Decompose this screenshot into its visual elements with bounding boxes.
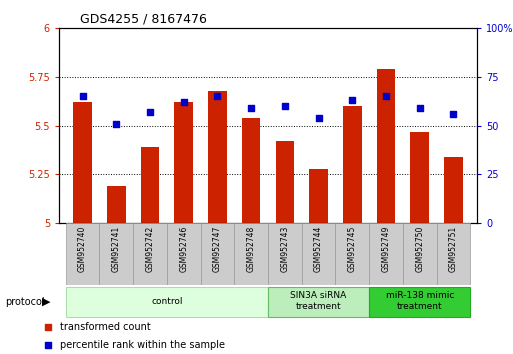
Bar xyxy=(343,106,362,223)
Point xyxy=(213,93,222,99)
Text: GSM952747: GSM952747 xyxy=(213,226,222,273)
Bar xyxy=(133,223,167,285)
Point xyxy=(247,105,255,111)
Point xyxy=(44,325,52,330)
Point xyxy=(348,97,357,103)
Bar xyxy=(309,169,328,223)
Text: GSM952744: GSM952744 xyxy=(314,226,323,273)
Bar xyxy=(141,147,160,223)
Bar xyxy=(268,287,369,317)
Text: SIN3A siRNA
treatment: SIN3A siRNA treatment xyxy=(290,291,347,311)
Point xyxy=(180,99,188,105)
Text: GSM952745: GSM952745 xyxy=(348,226,357,273)
Point xyxy=(112,121,121,127)
Text: percentile rank within the sample: percentile rank within the sample xyxy=(60,340,225,350)
Bar xyxy=(167,223,201,285)
Bar xyxy=(201,223,234,285)
Bar xyxy=(336,223,369,285)
Bar xyxy=(107,186,126,223)
Point xyxy=(78,93,87,99)
Text: GSM952751: GSM952751 xyxy=(449,226,458,272)
Text: GSM952741: GSM952741 xyxy=(112,226,121,272)
Point xyxy=(449,111,458,117)
Bar xyxy=(242,118,261,223)
Text: ▶: ▶ xyxy=(42,297,51,307)
Bar xyxy=(66,223,100,285)
Point xyxy=(146,109,154,115)
Text: GSM952743: GSM952743 xyxy=(281,226,289,273)
Bar xyxy=(444,157,463,223)
Point xyxy=(314,115,323,121)
Bar xyxy=(268,223,302,285)
Bar xyxy=(208,91,227,223)
Text: miR-138 mimic
treatment: miR-138 mimic treatment xyxy=(386,291,454,311)
Text: GSM952748: GSM952748 xyxy=(247,226,255,272)
Bar xyxy=(403,223,437,285)
Bar xyxy=(377,69,396,223)
Text: GSM952742: GSM952742 xyxy=(146,226,154,272)
Text: GSM952749: GSM952749 xyxy=(382,226,390,273)
Bar xyxy=(234,223,268,285)
Point xyxy=(382,93,390,99)
Bar xyxy=(66,287,268,317)
Text: GDS4255 / 8167476: GDS4255 / 8167476 xyxy=(80,13,207,26)
Text: GSM952750: GSM952750 xyxy=(415,226,424,273)
Point xyxy=(416,105,424,111)
Bar xyxy=(410,132,429,223)
Bar xyxy=(302,223,336,285)
Bar xyxy=(369,287,470,317)
Point xyxy=(281,103,289,109)
Text: transformed count: transformed count xyxy=(60,322,150,332)
Bar xyxy=(437,223,470,285)
Text: GSM952746: GSM952746 xyxy=(179,226,188,273)
Text: protocol: protocol xyxy=(5,297,45,307)
Bar xyxy=(174,102,193,223)
Bar xyxy=(369,223,403,285)
Bar xyxy=(100,223,133,285)
Point xyxy=(44,342,52,348)
Bar xyxy=(275,141,294,223)
Text: GSM952740: GSM952740 xyxy=(78,226,87,273)
Text: control: control xyxy=(151,297,183,306)
Bar xyxy=(73,102,92,223)
